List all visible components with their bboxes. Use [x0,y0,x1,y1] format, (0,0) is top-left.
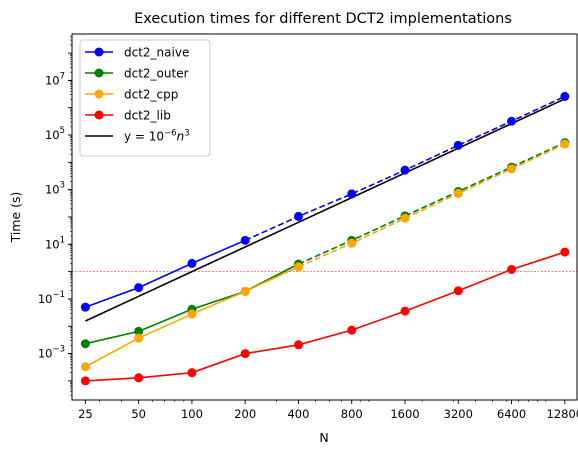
y-tick-label: 10−1 [38,290,65,306]
data-point-dct2_cpp [240,286,250,296]
legend-label-dct2_cpp: dct2_cpp [124,88,178,102]
x-axis: 25 50 100 200 400 800 1600 3200 6400 12800 [78,400,578,421]
data-point-dct2_lib [347,325,357,335]
x-tick-label: 50 [131,407,146,421]
reference-line [85,98,566,322]
data-point-dct2_cpp [187,309,197,319]
legend-label-dct2_outer: dct2_outer [124,67,189,81]
data-point-dct2_naive [293,211,303,221]
legend-label-dct2_lib: dct2_lib [124,109,171,123]
data-point-dct2_naive [560,91,570,101]
data-point-dct2_cpp [560,139,570,149]
data-point-dct2_outer [80,339,90,349]
series-line-dct2_lib [85,251,566,382]
data-point-dct2_outer [134,326,144,336]
data-point-dct2_lib [80,376,90,386]
x-tick-label: 100 [181,407,203,421]
data-point-dct2_lib [453,286,463,296]
data-point-dct2_lib [134,373,144,383]
y-axis-label: Time (s) [8,192,23,244]
data-point-dct2_cpp [80,362,90,372]
y-tick-label: 101 [45,235,65,251]
legend-marker [94,47,104,57]
data-point-dct2_naive [400,165,410,175]
series-line-dct2_outer [85,263,299,345]
x-tick-label: 6400 [497,407,526,421]
data-point-dct2_cpp [507,164,517,174]
data-point-dct2_cpp [134,333,144,343]
series-line-dashed-dct2_cpp [298,143,566,268]
x-tick-label: 3200 [444,407,473,421]
x-tick-label: 800 [341,407,363,421]
x-tick-label: 1600 [390,407,419,421]
data-point-dct2_naive [240,235,250,245]
data-point-dct2_lib [240,349,250,359]
data-point-dct2_lib [560,247,570,257]
data-point-dct2_cpp [453,188,463,198]
series-line-dct2_naive [85,239,246,308]
legend-marker [94,89,104,99]
data-point-dct2_lib [507,264,517,274]
data-point-dct2_naive [187,258,197,268]
y-tick-label: 103 [45,181,65,197]
y-tick-label: 107 [45,71,65,87]
data-point-dct2_lib [187,368,197,378]
legend-label-reference: y = 10−6n3 [124,129,190,144]
chart-title: Execution times for different DCT2 imple… [134,11,512,27]
series-line-dashed-dct2_outer [298,141,566,265]
data-point-dct2_naive [134,283,144,293]
y-axis: 10−3 10−1 101 103 105 107 [38,36,72,396]
x-tick-label: 25 [78,407,93,421]
x-tick-label: 200 [234,407,256,421]
data-point-dct2_naive [80,302,90,312]
plot-area [72,91,577,386]
data-point-dct2_cpp [347,238,357,248]
data-point-dct2_cpp [293,262,303,272]
legend-marker [94,68,104,78]
x-tick-label: 12800 [547,407,578,421]
data-point-dct2_lib [293,340,303,350]
data-point-dct2_cpp [400,213,410,223]
y-tick-label: 105 [45,126,65,142]
data-point-dct2_naive [453,140,463,150]
legend-label-dct2_naive: dct2_naive [124,46,189,60]
y-tick-label: 10−3 [38,345,65,361]
legend-box [79,39,211,157]
data-point-dct2_lib [400,306,410,316]
x-axis-label: N [319,430,328,445]
x-tick-label: 400 [287,407,309,421]
data-point-dct2_naive [507,116,517,126]
legend-marker [94,110,104,120]
data-point-dct2_naive [347,189,357,199]
